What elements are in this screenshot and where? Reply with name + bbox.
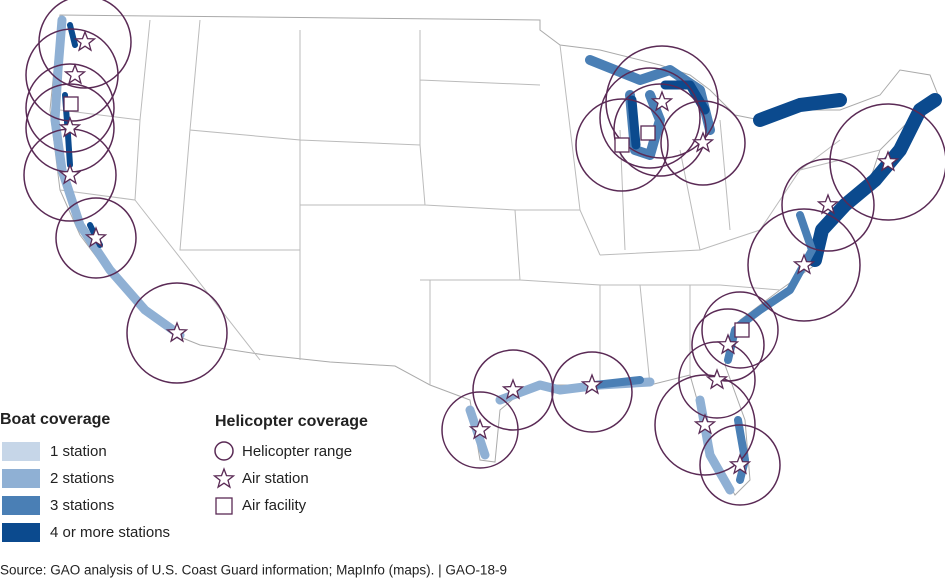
- legend-symbol: [214, 441, 234, 461]
- air-station: [876, 150, 900, 172]
- air-station: [580, 373, 604, 395]
- air-station: [165, 321, 189, 343]
- helicopter-range: [747, 208, 861, 322]
- air-station: [58, 116, 82, 138]
- air-facility: [614, 137, 630, 153]
- helicopter-range: [441, 391, 519, 469]
- helicopter-range: [678, 341, 756, 419]
- helicopter-legend: Helicopter coverage Helicopter range Air…: [214, 413, 368, 515]
- air-station: [693, 413, 717, 435]
- air-station: [691, 131, 715, 153]
- legend-title: Boat coverage: [0, 411, 110, 428]
- helicopter-range: [613, 83, 707, 177]
- legend-swatch: [2, 523, 40, 542]
- air-station: [816, 193, 840, 215]
- legend-swatch: [2, 442, 40, 461]
- legend-label: 4 or more stations: [50, 524, 170, 541]
- us-map: [49, 14, 942, 496]
- helicopter-range: [699, 424, 781, 506]
- air-station: [84, 226, 108, 248]
- legend-label: 2 stations: [50, 470, 114, 487]
- air-station: [792, 253, 816, 275]
- legend-title: Helicopter coverage: [215, 413, 368, 430]
- air-station: [716, 333, 740, 355]
- air-facility: [63, 96, 79, 112]
- coverage-band: [465, 377, 735, 495]
- air-station: [650, 90, 674, 112]
- legend-swatch: [2, 496, 40, 515]
- helicopter-range: [599, 67, 701, 169]
- air-station: [58, 163, 82, 185]
- air-station: [501, 378, 525, 400]
- helicopter-range: [701, 291, 779, 369]
- helicopter-range: [781, 158, 875, 252]
- helicopter-range: [472, 349, 554, 431]
- legend-label: Air facility: [242, 497, 307, 514]
- helicopter-range: [575, 98, 669, 192]
- helicopter-range: [25, 28, 119, 122]
- legend-label: 3 stations: [50, 497, 114, 514]
- air-facility: [640, 125, 656, 141]
- air-station: [63, 63, 87, 85]
- coverage-band: [753, 93, 942, 267]
- legend-label: Helicopter range: [242, 443, 352, 460]
- coverage-band: [736, 211, 816, 329]
- helicopter-range: [55, 197, 137, 279]
- helicopter-range: [551, 351, 633, 433]
- helicopter-range: [654, 374, 756, 476]
- legend-symbol: [212, 467, 236, 489]
- helicopter-range: [25, 63, 115, 153]
- helicopter-range: [660, 100, 746, 186]
- air-station: [73, 30, 97, 52]
- air-station: [728, 453, 752, 475]
- legend-symbol: [215, 497, 233, 515]
- helicopter-range: [829, 103, 945, 221]
- helicopter-range: [126, 282, 228, 384]
- air-station: [468, 418, 492, 440]
- helicopter-coverage: [23, 0, 945, 506]
- air-facility: [734, 322, 750, 338]
- legend-label: 1 station: [50, 443, 107, 460]
- legend-swatch: [2, 469, 40, 488]
- source-note: Source: GAO analysis of U.S. Coast Guard…: [0, 563, 507, 578]
- boat-legend: Boat coverage 1 station 2 stations 3 sta…: [0, 411, 170, 542]
- legend-label: Air station: [242, 470, 309, 487]
- air-station: [705, 368, 729, 390]
- state-lines: [59, 19, 881, 386]
